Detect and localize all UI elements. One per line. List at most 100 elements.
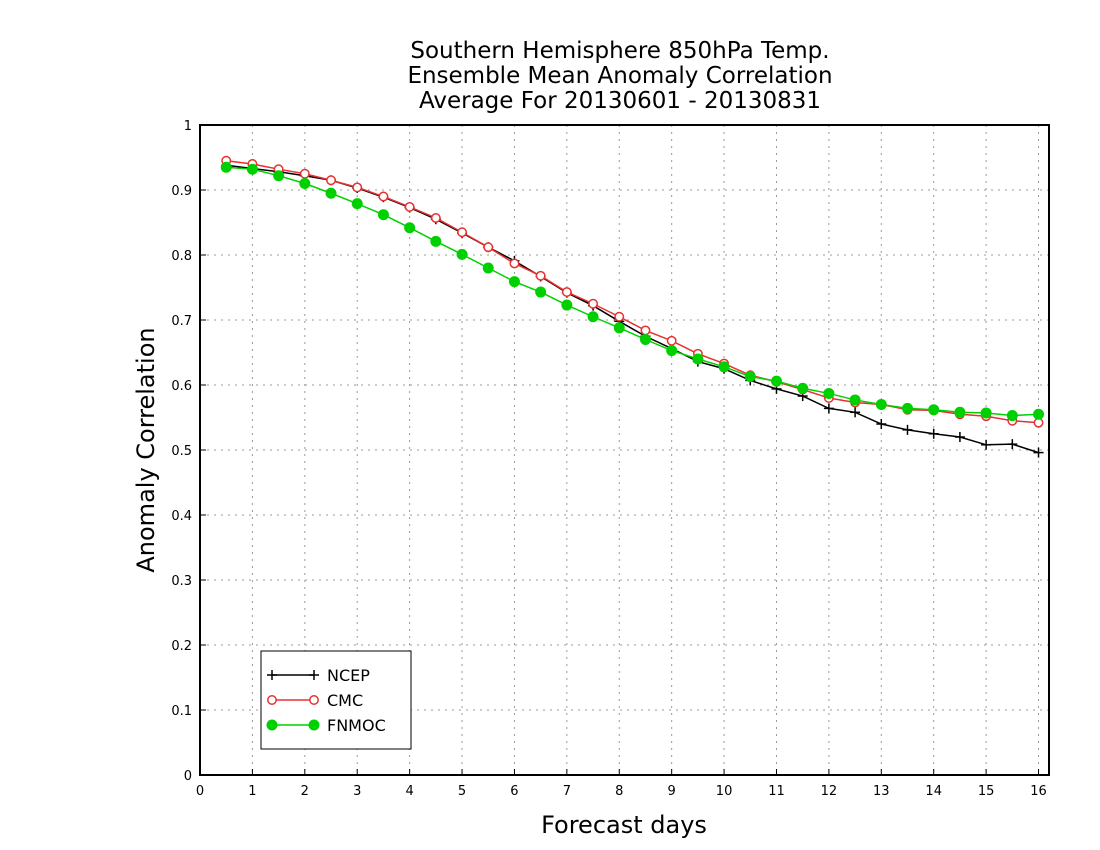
fnmoc-series-line xyxy=(226,166,1039,417)
series-lines xyxy=(220,155,1045,458)
fnmoc-data-point xyxy=(220,161,232,173)
legend-item-fnmoc: FNMOC xyxy=(266,716,386,735)
legend-label: FNMOC xyxy=(327,716,386,735)
x-tick-label: 7 xyxy=(563,784,571,799)
x-tick-label: 16 xyxy=(1030,784,1047,799)
ncep-data-point xyxy=(1033,447,1044,458)
cmc-data-point xyxy=(588,298,599,309)
ncep-data-point xyxy=(823,403,834,414)
cmc-data-point xyxy=(430,213,441,223)
x-tick-label: 12 xyxy=(821,784,838,799)
y-tick-label: 0.9 xyxy=(171,184,192,199)
x-tick-label: 2 xyxy=(301,784,309,799)
title-line: Average For 20130601 - 20130831 xyxy=(419,88,821,114)
x-tick-label: 1 xyxy=(248,784,256,799)
legend-marker xyxy=(309,670,319,680)
legend-label: CMC xyxy=(327,691,363,710)
x-tick-label: 9 xyxy=(668,784,676,799)
y-tick-label: 0.4 xyxy=(171,509,192,524)
cmc-data-point xyxy=(666,335,677,346)
fnmoc-data-point xyxy=(246,163,258,175)
fnmoc-data-point xyxy=(587,311,599,323)
fnmoc-data-point xyxy=(508,276,520,288)
x-tick-label: 15 xyxy=(978,784,995,799)
fnmoc-data-point xyxy=(482,262,494,274)
fnmoc-data-point xyxy=(430,235,442,247)
y-tick-label: 0.5 xyxy=(171,444,192,459)
fnmoc-data-point xyxy=(928,404,940,416)
cmc-data-point xyxy=(640,325,651,336)
legend-marker xyxy=(308,719,320,731)
y-tick-label: 0.1 xyxy=(171,704,192,719)
fnmoc-data-point xyxy=(666,345,678,357)
cmc-data-point xyxy=(1033,417,1044,428)
x-tick-label: 3 xyxy=(353,784,361,799)
y-tick-label: 0.3 xyxy=(171,574,192,589)
x-tick-label: 14 xyxy=(925,784,942,799)
y-tick-label: 1 xyxy=(184,119,192,134)
cmc-data-point xyxy=(352,182,363,193)
y-axis-title: Anomaly Correlation xyxy=(132,327,160,572)
fnmoc-data-point xyxy=(980,407,992,419)
fnmoc-data-point xyxy=(849,394,861,406)
title-line: Ensemble Mean Anomaly Correlation xyxy=(407,63,832,89)
cmc-data-point xyxy=(457,227,467,238)
fnmoc-data-point xyxy=(1033,408,1045,420)
fnmoc-data-point xyxy=(273,170,285,182)
fnmoc-data-point xyxy=(823,387,835,399)
cmc-data-point xyxy=(404,201,415,212)
fnmoc-data-point xyxy=(770,375,782,387)
y-tick-label: 0 xyxy=(184,769,192,784)
legend-marker xyxy=(267,670,277,680)
fnmoc-data-point xyxy=(561,299,573,311)
ncep-data-point xyxy=(981,439,992,450)
x-tick-label: 13 xyxy=(873,784,890,799)
cmc-data-point xyxy=(378,191,389,202)
fnmoc-data-point xyxy=(639,334,651,345)
x-tick-label: 6 xyxy=(510,784,518,799)
fnmoc-data-point xyxy=(1006,410,1018,422)
fnmoc-data-point xyxy=(718,361,730,373)
cmc-data-point xyxy=(299,168,310,179)
cmc-data-point xyxy=(509,258,520,269)
ncep-data-point xyxy=(850,407,861,418)
y-axis-ticks: 0 0.1 0.2 0.3 0.4 0.5 0.6 0.7 0.8 0.9 1 xyxy=(171,119,206,784)
legend-label: NCEP xyxy=(327,666,370,685)
ncep-data-point xyxy=(928,428,939,439)
y-tick-label: 0.2 xyxy=(171,639,192,654)
legend-marker xyxy=(309,695,319,705)
x-tick-label: 5 xyxy=(458,784,466,799)
x-axis-ticks: 0 1 2 3 4 5 6 7 8 9 10 11 12 13 14 15 16 xyxy=(196,769,1047,799)
ncep-data-point xyxy=(902,424,913,435)
fnmoc-data-point xyxy=(351,198,363,210)
fnmoc-data-point xyxy=(299,178,311,189)
chart-title: Southern Hemisphere 850hPa Temp.Ensemble… xyxy=(407,38,832,114)
y-tick-label: 0.6 xyxy=(171,379,192,394)
fnmoc-data-point xyxy=(902,402,913,414)
legend-marker xyxy=(266,719,278,731)
fnmoc-data-point xyxy=(535,286,547,298)
fnmoc-data-point xyxy=(456,248,468,260)
x-tick-label: 4 xyxy=(405,784,413,799)
legend-item-cmc: CMC xyxy=(267,691,363,710)
fnmoc-data-point xyxy=(404,222,416,234)
legend-item-ncep: NCEP xyxy=(267,666,370,685)
fnmoc-data-point xyxy=(744,371,756,383)
fnmoc-data-point xyxy=(613,322,625,334)
cmc-data-point xyxy=(561,287,572,297)
legend-marker xyxy=(267,695,277,705)
x-tick-label: 11 xyxy=(768,784,785,799)
y-tick-label: 0.8 xyxy=(171,249,192,264)
grid-lines xyxy=(200,125,1049,775)
y-tick-label: 0.7 xyxy=(171,314,192,329)
x-tick-label: 8 xyxy=(615,784,623,799)
fnmoc-data-point xyxy=(954,406,966,418)
legend: NCEP CMC FNMOC xyxy=(260,650,412,750)
fnmoc-data-point xyxy=(325,187,337,199)
x-tick-label: 0 xyxy=(196,784,204,799)
fnmoc-data-point xyxy=(377,209,389,221)
title-line: Southern Hemisphere 850hPa Temp. xyxy=(410,38,829,64)
x-tick-label: 10 xyxy=(716,784,733,799)
cmc-data-point xyxy=(614,311,625,322)
